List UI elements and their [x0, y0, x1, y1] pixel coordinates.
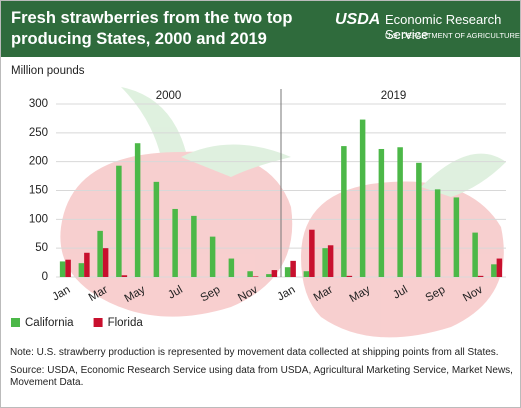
bar: [65, 259, 71, 277]
y-tick-label: 300: [29, 98, 48, 110]
bar: [341, 146, 347, 277]
bar: [359, 119, 366, 277]
dept-name: U.S. DEPARTMENT OF AGRICULTURE: [385, 31, 520, 40]
source: Source: USDA, Economic Research Service …: [10, 364, 513, 389]
notes: Note: U.S. strawberry production is repr…: [10, 347, 515, 395]
chart: Million pounds 0 50 100 150 200 250 300 2000 201…: [11, 65, 506, 338]
bar: [322, 248, 328, 277]
org-name: Economic Research Service: [385, 12, 502, 42]
bar: [266, 274, 272, 277]
y-tick-label: 200: [29, 156, 48, 168]
bar: [290, 260, 296, 277]
legend-label: California: [25, 317, 74, 329]
bar: [121, 275, 128, 277]
bar: [102, 248, 109, 277]
legend-swatch: [11, 318, 20, 327]
bar: [477, 275, 484, 277]
bar: [116, 165, 122, 277]
bar: [97, 230, 103, 277]
x-tick-label: Jan: [50, 284, 72, 304]
bar: [397, 147, 403, 277]
bar: [496, 258, 503, 277]
bar: [228, 258, 235, 277]
y-tick-label: 150: [29, 185, 48, 197]
y-tick-label: 0: [42, 271, 48, 283]
bar: [327, 245, 334, 277]
chart-title: Fresh strawberries from the two top prod…: [11, 9, 293, 48]
logo: USDA: [335, 11, 381, 28]
bar: [416, 162, 422, 277]
y-tick-label: 250: [29, 127, 48, 139]
y-tick-label: 100: [29, 213, 48, 225]
bar: [84, 252, 90, 277]
header: Fresh strawberries from the two top prod…: [1, 1, 520, 57]
year-label: 2000: [156, 90, 182, 102]
x-tick-label: Jan: [275, 284, 297, 304]
bar: [78, 263, 85, 277]
bar: [303, 271, 310, 277]
bar: [434, 189, 441, 277]
y-axis-label: Million pounds: [11, 65, 85, 77]
bar: [153, 181, 160, 277]
y-tick-label: 50: [35, 242, 48, 254]
bar: [209, 236, 216, 277]
year-label: 2019: [381, 90, 407, 102]
bar: [346, 275, 353, 277]
note: Note: U.S. strawberry production is repr…: [10, 347, 499, 358]
legend-label: Florida: [108, 317, 144, 329]
legend-swatch: [93, 318, 103, 327]
bar: [134, 143, 141, 277]
bar: [309, 229, 315, 277]
bar: [491, 264, 497, 277]
bar: [252, 276, 259, 277]
bar: [59, 261, 66, 277]
bar: [271, 270, 278, 277]
bar: [472, 232, 478, 277]
bar: [172, 208, 178, 277]
bar: [191, 215, 197, 277]
bar: [284, 267, 291, 277]
bar: [453, 197, 460, 277]
bar: [247, 271, 253, 277]
bar: [378, 148, 385, 277]
